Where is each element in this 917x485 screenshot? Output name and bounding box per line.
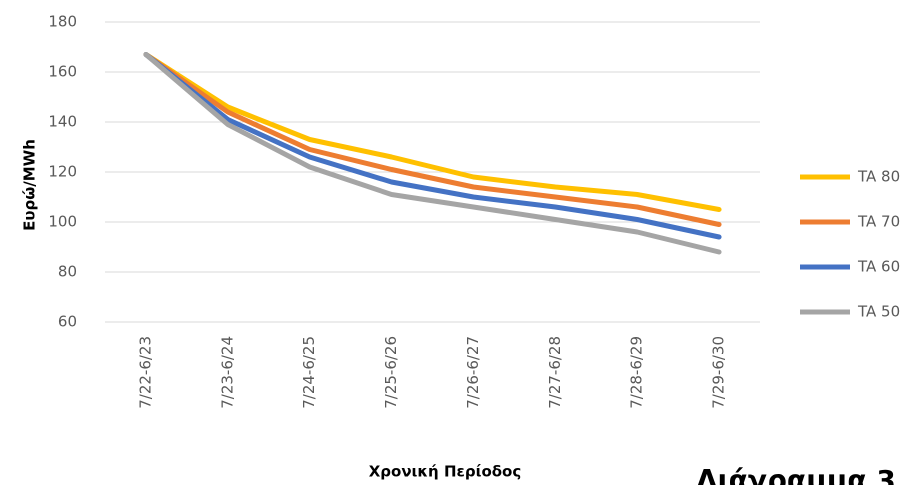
y-tick-label: 100 (48, 213, 77, 231)
x-tick-label: 7/26-6/27 (464, 336, 482, 409)
x-tick-label: 7/24-6/25 (300, 336, 318, 409)
legend-label: TA 80 (857, 168, 900, 186)
y-tick-label: 160 (48, 63, 77, 81)
y-tick-label: 80 (58, 263, 77, 281)
series-line (143, 52, 722, 240)
x-tick-label: 7/28-6/29 (628, 336, 646, 409)
x-tick-label: 7/22-6/23 (136, 336, 154, 409)
series-line (143, 52, 722, 227)
y-tick-label: 60 (58, 313, 77, 331)
x-tick-label: 7/27-6/28 (546, 336, 564, 409)
caption: Διάγραμμα 3 (696, 464, 896, 485)
series-line (143, 52, 722, 212)
y-axis-title: Ευρώ/MWh (21, 139, 39, 231)
series-line (143, 52, 722, 255)
x-axis-title: Χρονική Περίοδος (369, 463, 522, 481)
x-tick-label: 7/23-6/24 (218, 336, 236, 409)
x-tick-label: 7/25-6/26 (382, 336, 400, 409)
y-tick-label: 140 (48, 113, 77, 131)
y-tick-label: 120 (48, 163, 77, 181)
legend-label: TA 50 (857, 303, 900, 321)
legend-label: TA 60 (857, 258, 900, 276)
y-tick-label: 180 (48, 13, 77, 31)
legend-label: TA 70 (857, 213, 900, 231)
x-tick-label: 7/29-6/30 (710, 336, 728, 409)
